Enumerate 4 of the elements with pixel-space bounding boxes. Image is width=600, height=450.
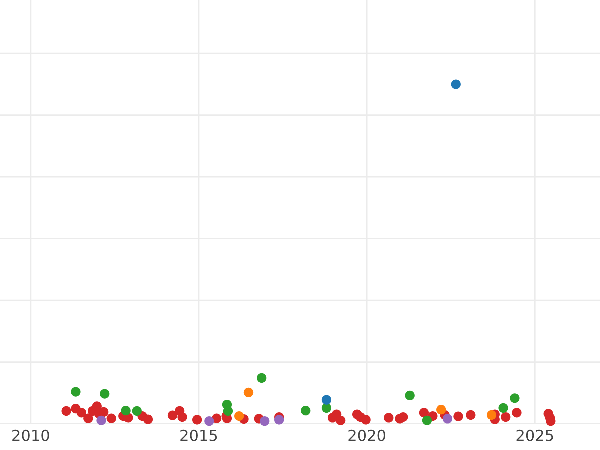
x-tick-label: 2020 — [348, 430, 386, 442]
x-tick-label: 2025 — [516, 430, 554, 442]
x-tick-label: 2015 — [180, 430, 218, 442]
x-tick-label: 2010 — [12, 430, 50, 442]
